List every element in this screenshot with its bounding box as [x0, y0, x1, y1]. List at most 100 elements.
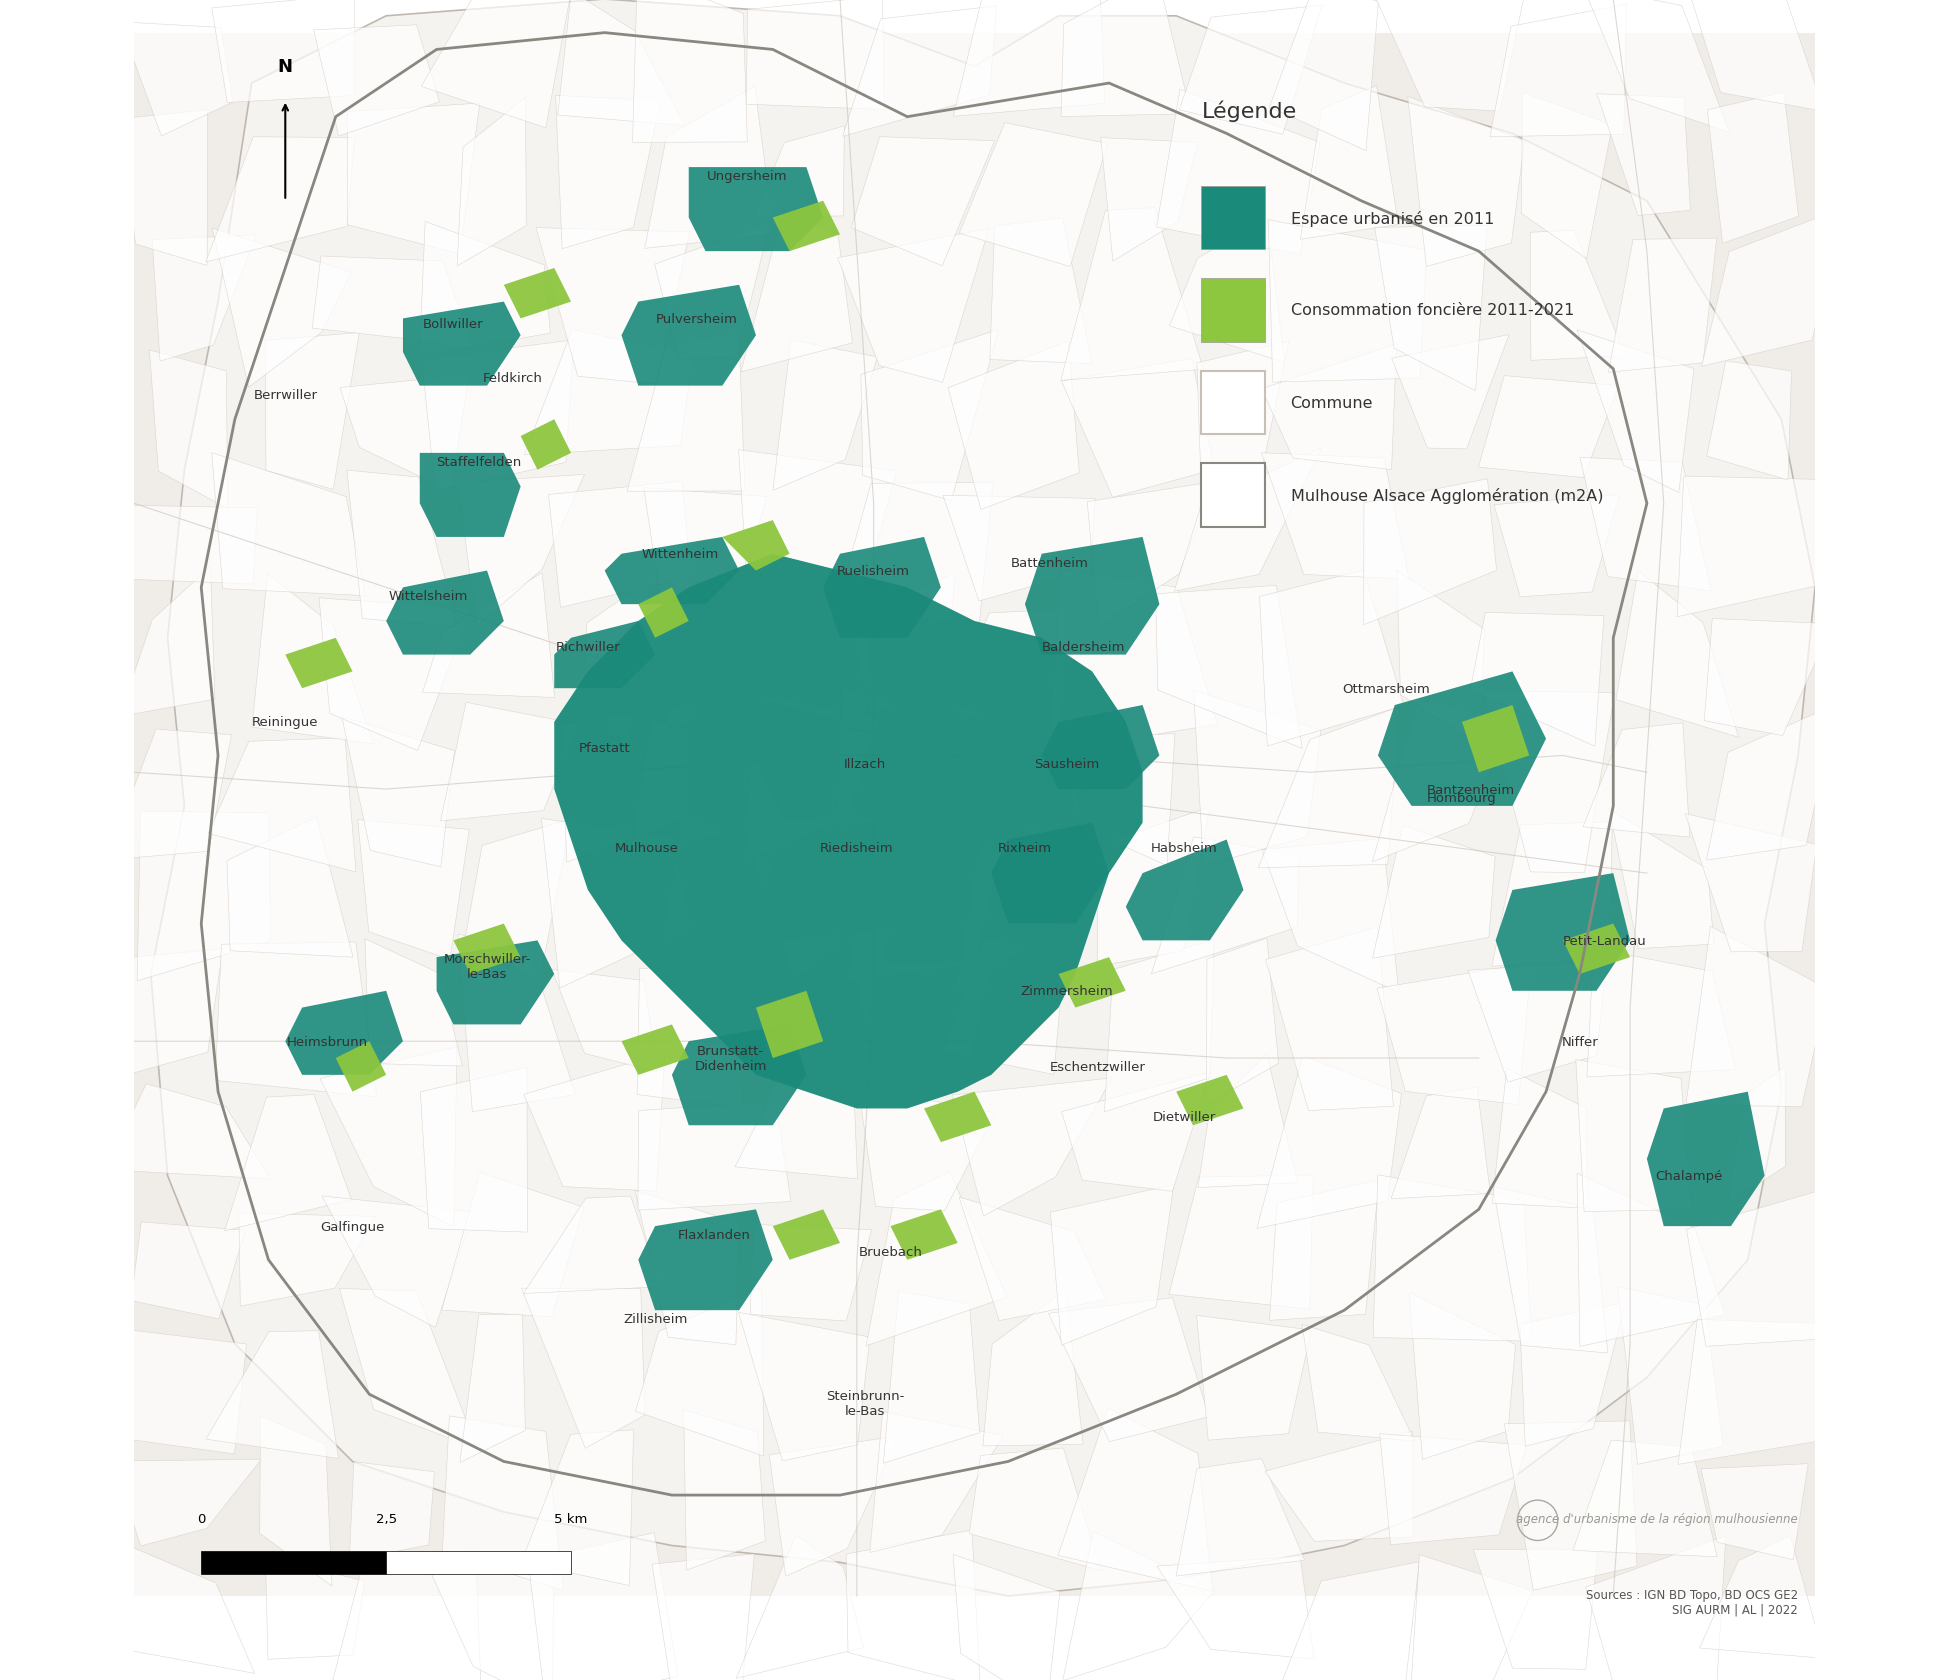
Polygon shape [1362, 0, 1523, 113]
Polygon shape [327, 1551, 481, 1680]
Text: Feldkirch: Feldkirch [481, 371, 542, 385]
Polygon shape [1060, 208, 1202, 381]
Polygon shape [746, 0, 884, 111]
Text: Pfastatt: Pfastatt [579, 741, 629, 754]
Polygon shape [627, 334, 744, 492]
Polygon shape [427, 1562, 553, 1680]
Polygon shape [773, 202, 840, 252]
Polygon shape [1488, 5, 1627, 138]
Polygon shape [629, 721, 785, 855]
Polygon shape [645, 87, 773, 249]
Polygon shape [842, 7, 995, 138]
Text: Sources : IGN BD Topo, BD OCS GE2
SIG AURM | AL | 2022: Sources : IGN BD Topo, BD OCS GE2 SIG AU… [1586, 1588, 1798, 1616]
Polygon shape [869, 1411, 1003, 1552]
Polygon shape [265, 333, 358, 491]
Polygon shape [773, 1210, 840, 1260]
Polygon shape [136, 811, 271, 981]
Polygon shape [224, 1095, 351, 1231]
Polygon shape [1373, 1174, 1531, 1341]
Text: Illzach: Illzach [843, 758, 886, 771]
Polygon shape [403, 302, 520, 386]
Polygon shape [1173, 449, 1321, 591]
Text: Ruelisheim: Ruelisheim [838, 564, 910, 578]
Polygon shape [364, 939, 462, 1067]
Polygon shape [113, 1460, 261, 1546]
Polygon shape [1406, 97, 1523, 267]
Polygon shape [604, 538, 738, 605]
Polygon shape [1157, 1557, 1313, 1660]
Polygon shape [226, 818, 353, 958]
Polygon shape [1529, 232, 1625, 361]
Polygon shape [1492, 1068, 1586, 1208]
Text: Wittelsheim: Wittelsheim [388, 590, 468, 603]
Polygon shape [851, 138, 993, 267]
Polygon shape [653, 1554, 754, 1680]
Polygon shape [1087, 482, 1214, 628]
Polygon shape [1410, 1554, 1531, 1680]
Polygon shape [1126, 840, 1243, 941]
Polygon shape [440, 702, 579, 822]
Polygon shape [150, 0, 1814, 1596]
Polygon shape [1473, 1549, 1597, 1670]
Polygon shape [1155, 91, 1319, 255]
Polygon shape [639, 588, 688, 638]
Polygon shape [666, 573, 762, 729]
Polygon shape [212, 454, 366, 596]
Polygon shape [1582, 0, 1728, 133]
Polygon shape [251, 575, 374, 744]
Text: Consommation foncière 2011-2021: Consommation foncière 2011-2021 [1290, 304, 1574, 318]
Polygon shape [101, 506, 257, 585]
Polygon shape [1060, 0, 1190, 118]
Polygon shape [1615, 571, 1738, 738]
Polygon shape [458, 934, 575, 1112]
Polygon shape [436, 941, 553, 1025]
Polygon shape [1260, 454, 1408, 580]
Polygon shape [1379, 1433, 1525, 1546]
Polygon shape [1504, 1421, 1636, 1591]
Polygon shape [845, 1530, 980, 1680]
Polygon shape [845, 832, 1001, 981]
Polygon shape [773, 341, 877, 491]
Polygon shape [553, 554, 1142, 1109]
Polygon shape [582, 580, 651, 753]
Text: Flaxlanden: Flaxlanden [678, 1228, 750, 1242]
Polygon shape [1685, 815, 1816, 953]
Polygon shape [505, 269, 571, 319]
Polygon shape [1196, 341, 1288, 512]
Text: Morschwiller-
le-Bas: Morschwiller- le-Bas [442, 953, 530, 979]
Text: Pulversheim: Pulversheim [656, 312, 738, 326]
Polygon shape [442, 1173, 584, 1317]
Polygon shape [740, 816, 875, 981]
Polygon shape [1270, 1562, 1418, 1680]
Polygon shape [341, 717, 454, 867]
Polygon shape [943, 496, 1095, 601]
Polygon shape [542, 818, 692, 988]
Polygon shape [865, 1171, 1007, 1346]
Text: Espace urbanisé en 2011: Espace urbanisé en 2011 [1290, 210, 1492, 227]
Polygon shape [421, 1068, 528, 1233]
Polygon shape [1101, 138, 1198, 262]
Polygon shape [1617, 1287, 1722, 1465]
Polygon shape [1576, 331, 1693, 494]
Text: Battenheim: Battenheim [1011, 556, 1089, 570]
Polygon shape [1479, 376, 1619, 479]
Text: 2,5: 2,5 [376, 1512, 397, 1525]
Polygon shape [1609, 810, 1712, 949]
Polygon shape [454, 924, 520, 974]
Polygon shape [1268, 1179, 1379, 1320]
Polygon shape [1066, 734, 1175, 867]
Text: Dietwiller: Dietwiller [1153, 1110, 1216, 1124]
Polygon shape [240, 1213, 376, 1307]
Text: 5 km: 5 km [553, 1512, 588, 1525]
Polygon shape [1469, 613, 1603, 748]
Polygon shape [1580, 459, 1710, 591]
Text: Habsheim: Habsheim [1151, 842, 1218, 855]
Polygon shape [1701, 1463, 1808, 1559]
Polygon shape [121, 111, 206, 267]
Polygon shape [633, 0, 746, 143]
Polygon shape [857, 1087, 993, 1211]
Polygon shape [1521, 92, 1611, 259]
Polygon shape [1397, 571, 1484, 746]
Polygon shape [1040, 706, 1159, 790]
Polygon shape [1677, 1319, 1845, 1465]
